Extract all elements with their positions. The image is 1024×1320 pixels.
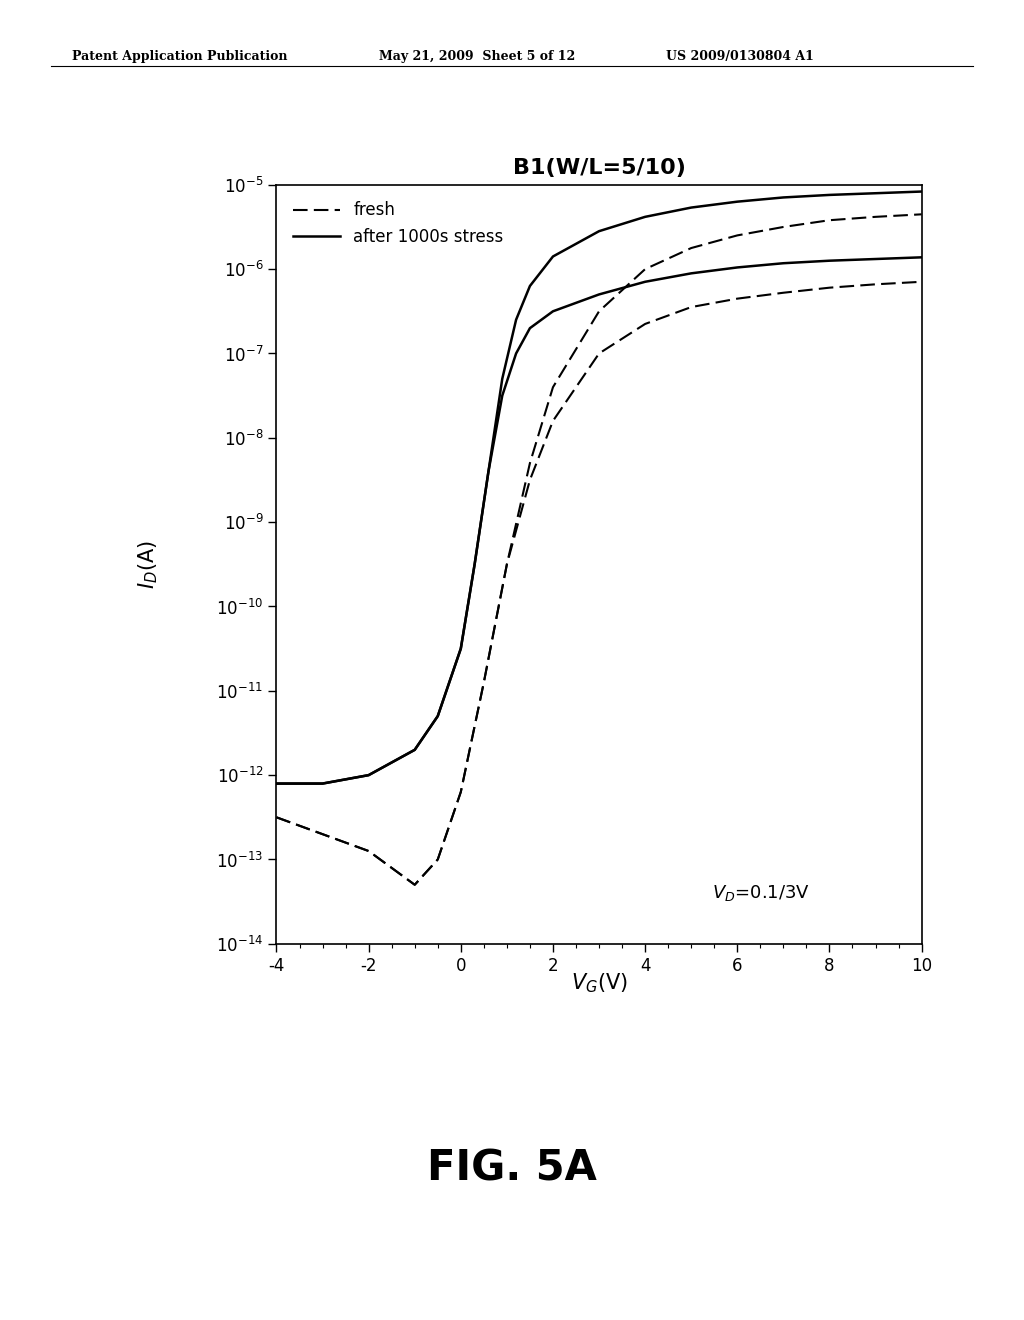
Text: FIG. 5A: FIG. 5A — [427, 1147, 597, 1189]
Text: US 2009/0130804 A1: US 2009/0130804 A1 — [666, 50, 813, 63]
Text: $V_D$=0.1/3V: $V_D$=0.1/3V — [712, 883, 809, 903]
Text: $V_G$(V): $V_G$(V) — [570, 972, 628, 995]
Text: Patent Application Publication: Patent Application Publication — [72, 50, 287, 63]
Text: May 21, 2009  Sheet 5 of 12: May 21, 2009 Sheet 5 of 12 — [379, 50, 575, 63]
Text: $I_D$(A): $I_D$(A) — [136, 541, 161, 589]
Legend: fresh, after 1000s stress: fresh, after 1000s stress — [285, 193, 512, 255]
Title: B1(W/L=5/10): B1(W/L=5/10) — [513, 157, 685, 178]
